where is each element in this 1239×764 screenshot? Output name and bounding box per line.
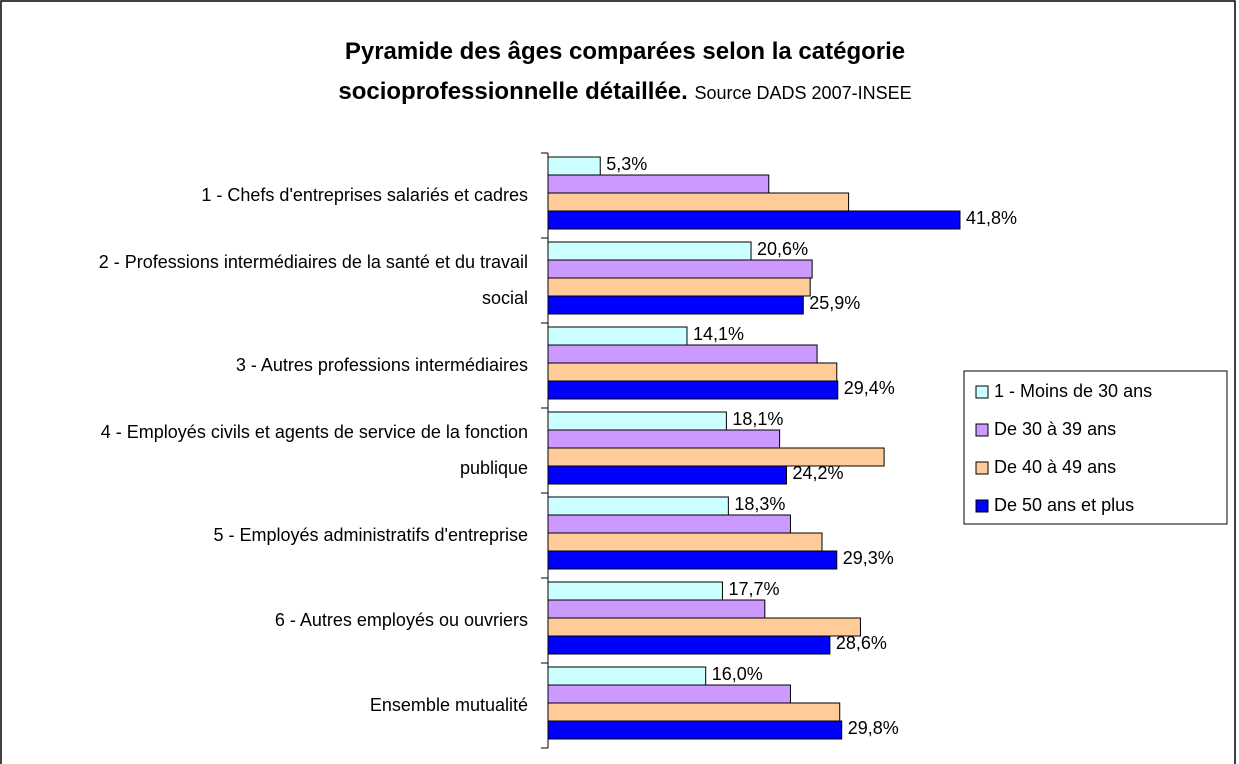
bar xyxy=(547,581,723,601)
category-label: 5 - Employés administratifs d'entreprise xyxy=(213,524,528,545)
bar xyxy=(547,295,804,315)
legend-swatch xyxy=(975,461,989,475)
data-label: 5,3% xyxy=(606,154,647,174)
bar xyxy=(547,550,838,570)
bar xyxy=(547,514,791,534)
bar xyxy=(547,635,831,655)
data-label: 29,3% xyxy=(843,548,894,568)
bar xyxy=(547,429,781,449)
bar xyxy=(547,192,850,212)
data-label: 16,0% xyxy=(712,664,763,684)
legend-swatch xyxy=(975,499,989,513)
data-label: 20,6% xyxy=(757,239,808,259)
data-label: 41,8% xyxy=(966,208,1017,228)
data-label: 29,4% xyxy=(844,378,895,398)
data-label: 29,8% xyxy=(848,718,899,738)
bar xyxy=(547,617,861,637)
bar xyxy=(547,720,843,740)
legend-label: De 50 ans et plus xyxy=(994,495,1134,515)
category-label: 6 - Autres employés ou ouvriers xyxy=(274,609,528,630)
bar xyxy=(547,465,788,485)
legend-box xyxy=(963,370,1228,525)
bar xyxy=(547,380,839,400)
bar xyxy=(547,411,727,431)
data-label: 25,9% xyxy=(809,293,860,313)
bar xyxy=(547,362,838,382)
data-label: 18,1% xyxy=(732,409,783,429)
legend-swatch xyxy=(975,385,989,399)
legend-swatch xyxy=(975,423,989,437)
chart-title-block: Pyramide des âges comparées selon la cat… xyxy=(230,32,1020,113)
category-label: 3 - Autres professions intermédiaires xyxy=(235,354,528,375)
legend-label: 1 - Moins de 30 ans xyxy=(994,381,1152,401)
data-label: 18,3% xyxy=(734,494,785,514)
legend-label: De 40 à 49 ans xyxy=(994,457,1116,477)
bar xyxy=(547,496,729,516)
category-label: 2 - Professions intermédiaires de la san… xyxy=(98,251,528,308)
bar xyxy=(547,326,688,346)
bar xyxy=(547,174,770,194)
bar xyxy=(547,241,752,261)
data-label: 24,2% xyxy=(793,463,844,483)
bar xyxy=(547,259,813,279)
category-label: 1 - Chefs d'entreprises salariés et cadr… xyxy=(201,184,528,205)
legend-label: De 30 à 39 ans xyxy=(994,419,1116,439)
chart-subtitle: Source DADS 2007-INSEE xyxy=(694,83,912,103)
bar xyxy=(547,599,766,619)
bar xyxy=(547,532,823,552)
bar xyxy=(547,156,601,176)
bar xyxy=(547,684,791,704)
data-label: 14,1% xyxy=(693,324,744,344)
category-label: 4 - Employés civils et agents de service… xyxy=(100,421,528,478)
bar xyxy=(547,344,818,364)
bar xyxy=(547,702,841,722)
bar xyxy=(547,210,961,230)
chart-title: Pyramide des âges comparées selon la cat… xyxy=(338,38,906,105)
data-label: 28,6% xyxy=(836,633,887,653)
data-label: 17,7% xyxy=(728,579,779,599)
bar xyxy=(547,277,811,297)
category-label: Ensemble mutualité xyxy=(369,694,528,715)
bar xyxy=(547,666,707,686)
